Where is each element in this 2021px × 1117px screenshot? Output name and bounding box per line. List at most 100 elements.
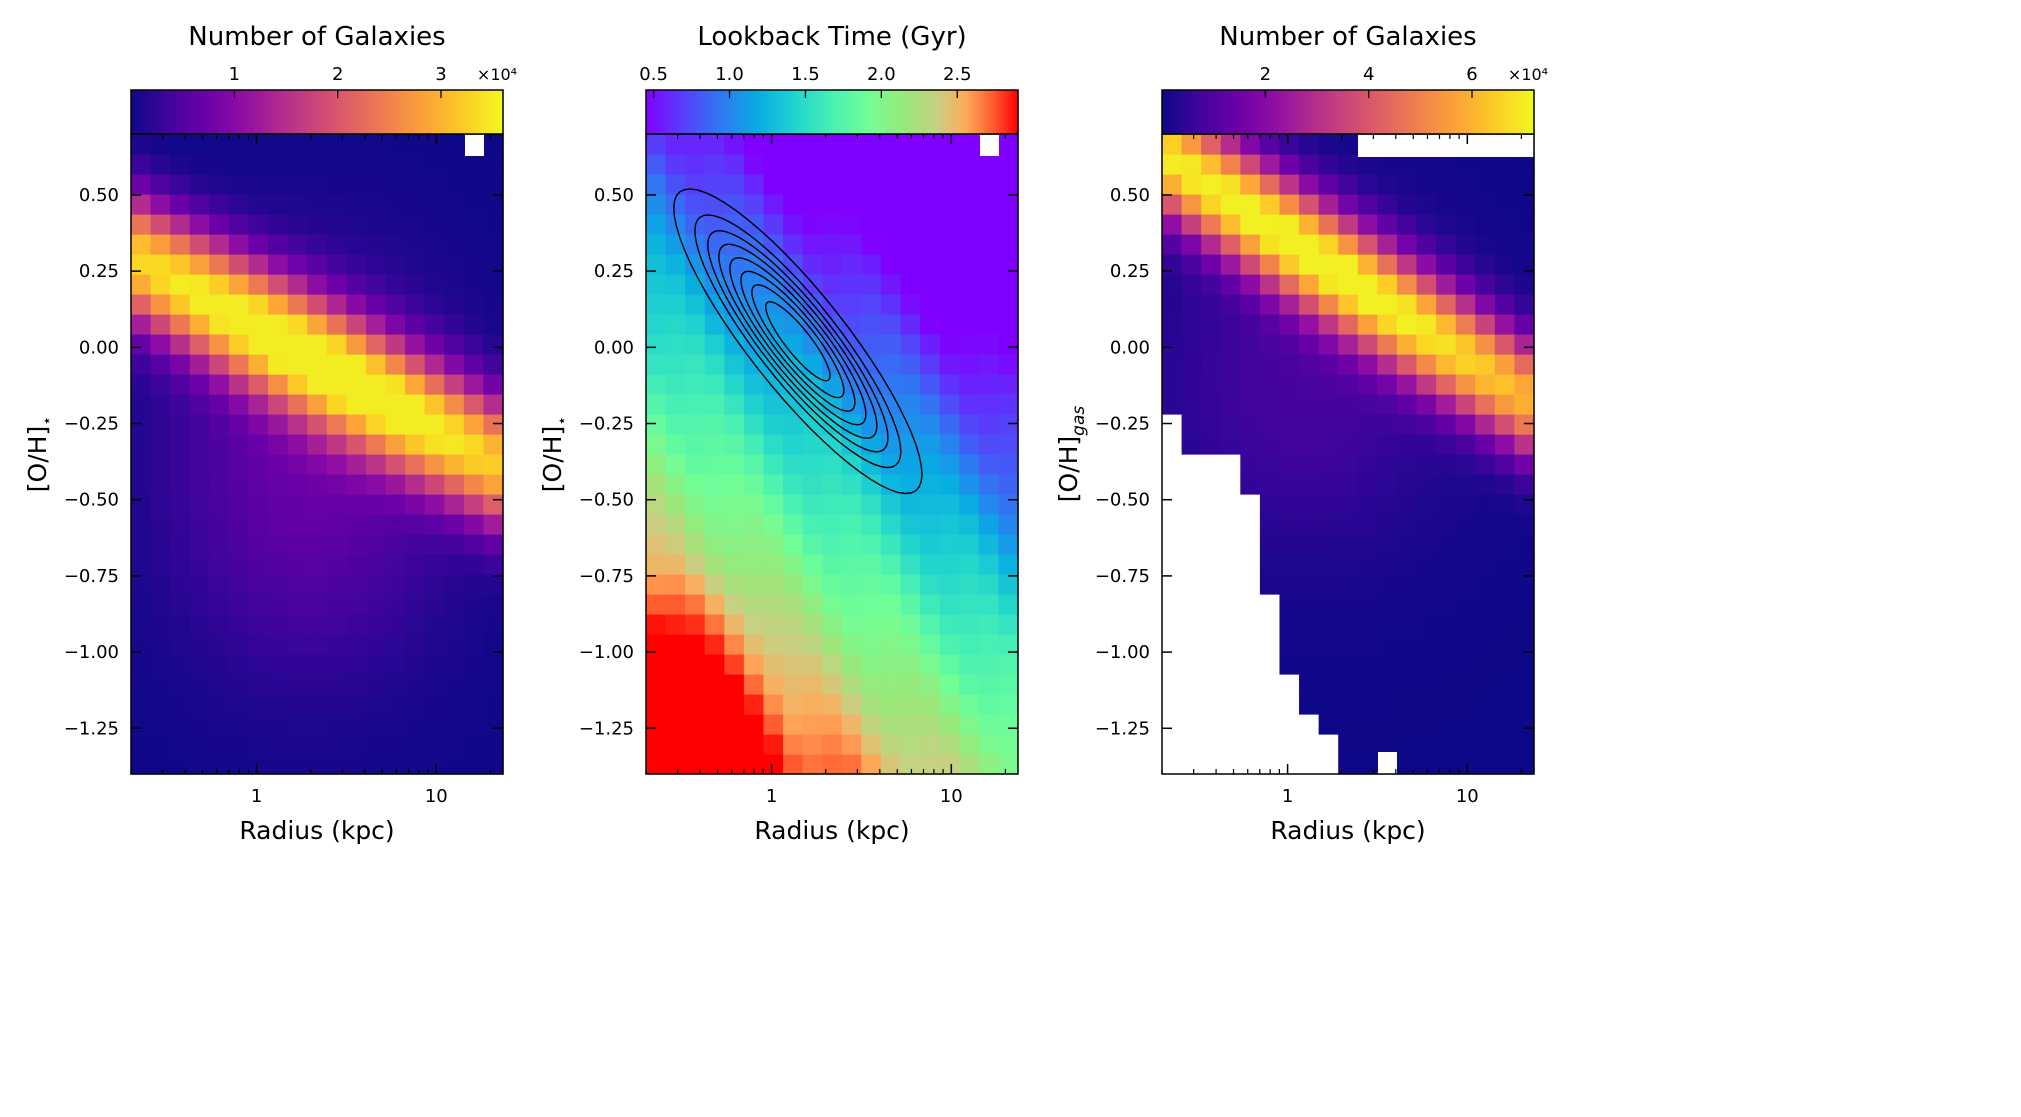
heatmap-cell <box>978 754 1000 775</box>
colorbar-segment <box>683 90 687 134</box>
heatmap-cell <box>743 194 765 215</box>
heatmap-cell <box>1259 194 1281 215</box>
heatmap-cell <box>998 634 1019 655</box>
empty-bin <box>1378 752 1397 774</box>
heatmap-cell <box>1338 594 1359 615</box>
heatmap-cell <box>1377 654 1398 675</box>
heatmap-cell <box>1416 574 1437 595</box>
colorbar-segment <box>317 90 321 134</box>
heatmap-cell <box>998 674 1019 695</box>
heatmap-cell <box>646 194 667 215</box>
heatmap-cell <box>1279 454 1300 475</box>
heatmap-cell <box>704 734 725 755</box>
heatmap-cell <box>209 374 230 395</box>
heatmap-cell <box>444 554 465 575</box>
heatmap-cell <box>1514 694 1535 715</box>
heatmap-cell <box>841 754 862 775</box>
heatmap-cell <box>1357 574 1378 595</box>
heatmap-cell <box>268 154 289 175</box>
heatmap-cell <box>959 694 980 715</box>
heatmap-cell <box>1436 294 1457 315</box>
density-contour <box>673 188 923 495</box>
heatmap-cell <box>665 654 686 675</box>
heatmap-cell <box>1357 414 1378 435</box>
heatmap-cell <box>1494 274 1516 295</box>
heatmap-cell <box>131 334 152 355</box>
colorbar-segment <box>143 90 148 134</box>
colorbar-segment <box>677 90 681 134</box>
heatmap-cell <box>405 694 426 715</box>
colorbar-segment <box>881 90 886 134</box>
heatmap-cell <box>365 694 387 715</box>
heatmap-cell <box>131 634 152 655</box>
colorbar-segment <box>211 90 216 134</box>
heatmap-cell <box>802 634 823 655</box>
heatmap-cell <box>1436 514 1457 535</box>
heatmap-cell <box>463 334 485 355</box>
heatmap-cell <box>880 174 902 195</box>
heatmap-cell <box>1338 394 1359 415</box>
heatmap-cell <box>483 334 504 355</box>
heatmap-cell <box>1396 474 1418 495</box>
heatmap-cell <box>900 594 921 615</box>
colorbar-segment <box>887 90 892 134</box>
heatmap-cell <box>365 154 387 175</box>
heatmap-cell <box>1279 214 1300 235</box>
heatmap-cell <box>939 294 960 315</box>
heatmap-cell <box>1357 494 1378 515</box>
colorbar-segment <box>934 90 938 134</box>
heatmap-cell <box>880 434 902 455</box>
density-contour <box>707 229 889 453</box>
heatmap-cell <box>822 694 843 715</box>
heatmap-cell <box>743 474 765 495</box>
heatmap-cell <box>1299 154 1320 175</box>
colorbar-segment <box>1227 90 1231 134</box>
heatmap-cell <box>880 674 902 695</box>
heatmap-cell <box>1416 334 1437 355</box>
heatmap-cell <box>998 194 1019 215</box>
heatmap-cell <box>920 554 941 575</box>
heatmap-cell <box>365 134 387 155</box>
heatmap-cell <box>1279 274 1300 295</box>
y-tick-label: −0.25 <box>64 414 119 435</box>
heatmap-cell <box>1299 694 1320 715</box>
heatmap-cell <box>1514 714 1535 735</box>
heatmap-cell <box>248 614 269 635</box>
heatmap-cell <box>1338 154 1359 175</box>
heatmap-cell <box>822 234 843 255</box>
heatmap-cell <box>783 754 804 775</box>
heatmap-cell <box>1357 274 1378 295</box>
heatmap-cell <box>861 514 882 535</box>
colorbar-segment <box>670 90 675 134</box>
heatmap-cell <box>1279 354 1300 375</box>
heatmap-cell <box>978 254 1000 275</box>
heatmap-cell <box>665 754 686 775</box>
heatmap-cell <box>307 134 328 155</box>
heatmap-cell <box>763 694 784 715</box>
heatmap-cell <box>150 374 171 395</box>
heatmap-cell <box>1396 354 1418 375</box>
heatmap-cell <box>405 354 426 375</box>
heatmap-cell <box>939 394 960 415</box>
heatmap-cell <box>783 314 804 335</box>
heatmap-cell <box>822 634 843 655</box>
heatmap-cell <box>685 294 706 315</box>
heatmap-cell <box>326 214 347 235</box>
colorbar-segment <box>391 90 396 134</box>
heatmap-cell <box>743 414 765 435</box>
x-axis-label: Radius (kpc) <box>239 816 394 845</box>
heatmap-cell <box>209 454 230 475</box>
colorbar-segment <box>763 90 768 134</box>
heatmap-cell <box>1318 694 1339 715</box>
heatmap-cell <box>170 374 191 395</box>
colorbar-segment <box>1530 90 1535 134</box>
heatmap-cell <box>1259 374 1281 395</box>
heatmap-cell <box>1494 254 1516 275</box>
heatmap-cell <box>1338 654 1359 675</box>
x-axis-label: Radius (kpc) <box>754 816 909 845</box>
heatmap-cell <box>1494 474 1516 495</box>
colorbar-segment <box>915 90 920 134</box>
heatmap-cell <box>287 394 308 415</box>
colorbar-segment <box>782 90 787 134</box>
heatmap-cell <box>1299 554 1320 575</box>
